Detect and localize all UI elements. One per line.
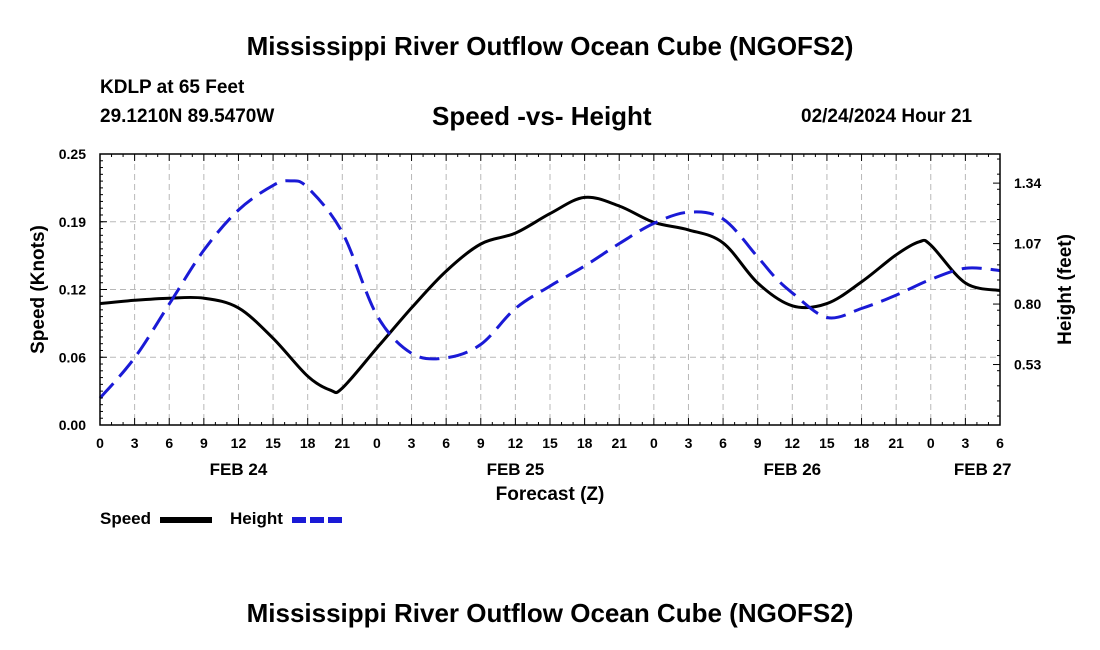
y2-axis-label: Height (feet) <box>1055 234 1076 345</box>
x-tick-label: 9 <box>754 435 762 451</box>
date-label: FEB 25 <box>487 460 545 479</box>
y-tick-label: 0.25 <box>59 146 86 162</box>
legend-speed-label: Speed <box>100 509 152 528</box>
x-tick-label: 15 <box>542 435 558 451</box>
x-tick-label: 15 <box>265 435 281 451</box>
y2-tick-label: 1.34 <box>1014 175 1041 191</box>
x-axis-label: Forecast (Z) <box>496 484 605 505</box>
x-tick-label: 12 <box>508 435 524 451</box>
x-tick-label: 21 <box>335 435 351 451</box>
x-tick-label: 18 <box>577 435 593 451</box>
y2-tick-label: 0.53 <box>1014 357 1041 373</box>
y2-tick-label: 1.07 <box>1014 236 1041 252</box>
legend-height-label: Height <box>230 509 283 528</box>
x-tick-label: 9 <box>477 435 485 451</box>
y-tick-label: 0.00 <box>59 417 86 433</box>
x-tick-label: 3 <box>961 435 969 451</box>
series-line-speed <box>99 195 1001 395</box>
x-tick-label: 6 <box>442 435 450 451</box>
x-tick-label: 15 <box>819 435 835 451</box>
x-tick-label: 3 <box>131 435 139 451</box>
coordinates-label: 29.1210N 89.5470W <box>100 106 275 127</box>
chart-subtitle: Speed -vs- Height <box>432 101 652 131</box>
axis-ticks: 0 3 6 9 12 15 18 21 0 3 6 9 12 15 18 21 0 3 6 9 12 15 18 21 0 3 6 F… <box>59 146 1042 479</box>
y-axis-label: Speed (Knots) <box>28 225 49 354</box>
x-tick-label: 3 <box>408 435 416 451</box>
x-tick-label: 6 <box>996 435 1004 451</box>
y-tick-label: 0.12 <box>59 282 86 298</box>
grid-lines <box>100 154 1000 425</box>
date-label: FEB 27 <box>954 460 1012 479</box>
date-label: FEB 26 <box>763 460 821 479</box>
footer-title: Mississippi River Outflow Ocean Cube (NG… <box>246 598 854 628</box>
x-tick-label: 12 <box>785 435 801 451</box>
x-tick-label: 12 <box>231 435 247 451</box>
x-tick-label: 18 <box>300 435 316 451</box>
x-tick-label: 6 <box>719 435 727 451</box>
x-tick-label: 21 <box>888 435 904 451</box>
y-tick-label: 0.19 <box>59 214 86 230</box>
x-tick-label: 3 <box>685 435 693 451</box>
station-label: KDLP at 65 Feet <box>100 77 245 98</box>
x-tick-label: 0 <box>96 435 104 451</box>
x-tick-label: 21 <box>611 435 627 451</box>
x-tick-label: 18 <box>854 435 870 451</box>
x-tick-label: 6 <box>165 435 173 451</box>
x-tick-label: 0 <box>927 435 935 451</box>
y-tick-label: 0.06 <box>59 349 86 365</box>
date-label: FEB 24 <box>210 460 268 479</box>
series-line-height <box>98 179 1001 400</box>
forecast-datetime: 02/24/2024 Hour 21 <box>801 106 973 127</box>
x-tick-label: 0 <box>373 435 381 451</box>
chart-title: Mississippi River Outflow Ocean Cube (NG… <box>246 31 854 61</box>
y2-tick-label: 0.80 <box>1014 296 1041 312</box>
x-tick-label: 0 <box>650 435 658 451</box>
series-layer <box>98 179 1001 400</box>
x-tick-label: 9 <box>200 435 208 451</box>
